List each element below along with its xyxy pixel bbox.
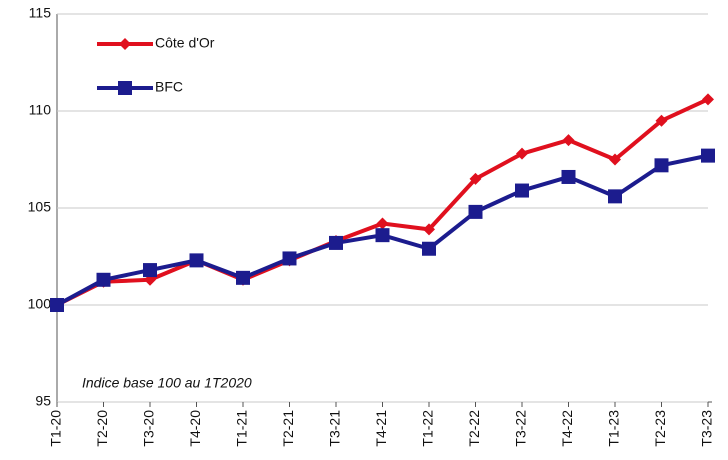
y-tick-label: 95	[35, 393, 51, 409]
data-point	[282, 251, 297, 266]
data-point	[423, 223, 435, 236]
y-tick-label: 115	[29, 5, 52, 21]
x-tick-label: T4-22	[559, 410, 575, 447]
data-point	[516, 147, 528, 160]
data-point	[96, 272, 111, 287]
data-point	[375, 228, 390, 243]
x-tick-label: T1-21	[234, 410, 250, 447]
x-tick-label: T3-23	[699, 410, 715, 447]
annotation: Indice base 100 au 1T2020	[82, 375, 252, 391]
legend-marker	[118, 81, 132, 95]
data-point	[701, 148, 715, 163]
y-tick-label: 105	[28, 199, 52, 215]
legend-label: BFC	[155, 79, 183, 95]
y-tick-label: 110	[29, 102, 52, 118]
legend-marker	[119, 38, 131, 50]
data-point	[329, 235, 343, 250]
data-point	[50, 298, 64, 312]
data-point	[562, 134, 575, 147]
x-tick-label: T2-22	[466, 410, 482, 447]
legend-label: Côte d'Or	[155, 35, 215, 51]
data-point	[143, 263, 157, 278]
data-point	[654, 158, 669, 173]
data-point	[702, 93, 714, 106]
data-point	[655, 114, 668, 127]
data-point	[376, 217, 389, 230]
x-tick-label: T2-23	[652, 410, 668, 447]
x-tick-label: T1-23	[606, 410, 622, 447]
data-point	[468, 204, 483, 219]
x-tick-label: T2-20	[94, 410, 110, 447]
data-point	[609, 153, 621, 166]
data-point	[608, 189, 622, 204]
x-tick-label: T4-20	[187, 410, 203, 447]
x-tick-label: T3-22	[513, 410, 529, 447]
data-point	[515, 183, 529, 198]
y-tick-label: 100	[28, 296, 52, 312]
x-tick-label: T2-21	[280, 410, 296, 447]
data-point	[236, 270, 250, 285]
x-tick-label: T3-21	[327, 410, 343, 447]
x-tick-label: T1-20	[48, 410, 64, 447]
data-point	[469, 172, 482, 185]
x-tick-label: T3-20	[141, 410, 157, 447]
data-point	[189, 253, 204, 268]
x-tick-label: T1-22	[420, 410, 436, 447]
x-tick-label: T4-21	[373, 410, 389, 447]
data-point	[422, 241, 436, 256]
data-point	[561, 169, 576, 184]
